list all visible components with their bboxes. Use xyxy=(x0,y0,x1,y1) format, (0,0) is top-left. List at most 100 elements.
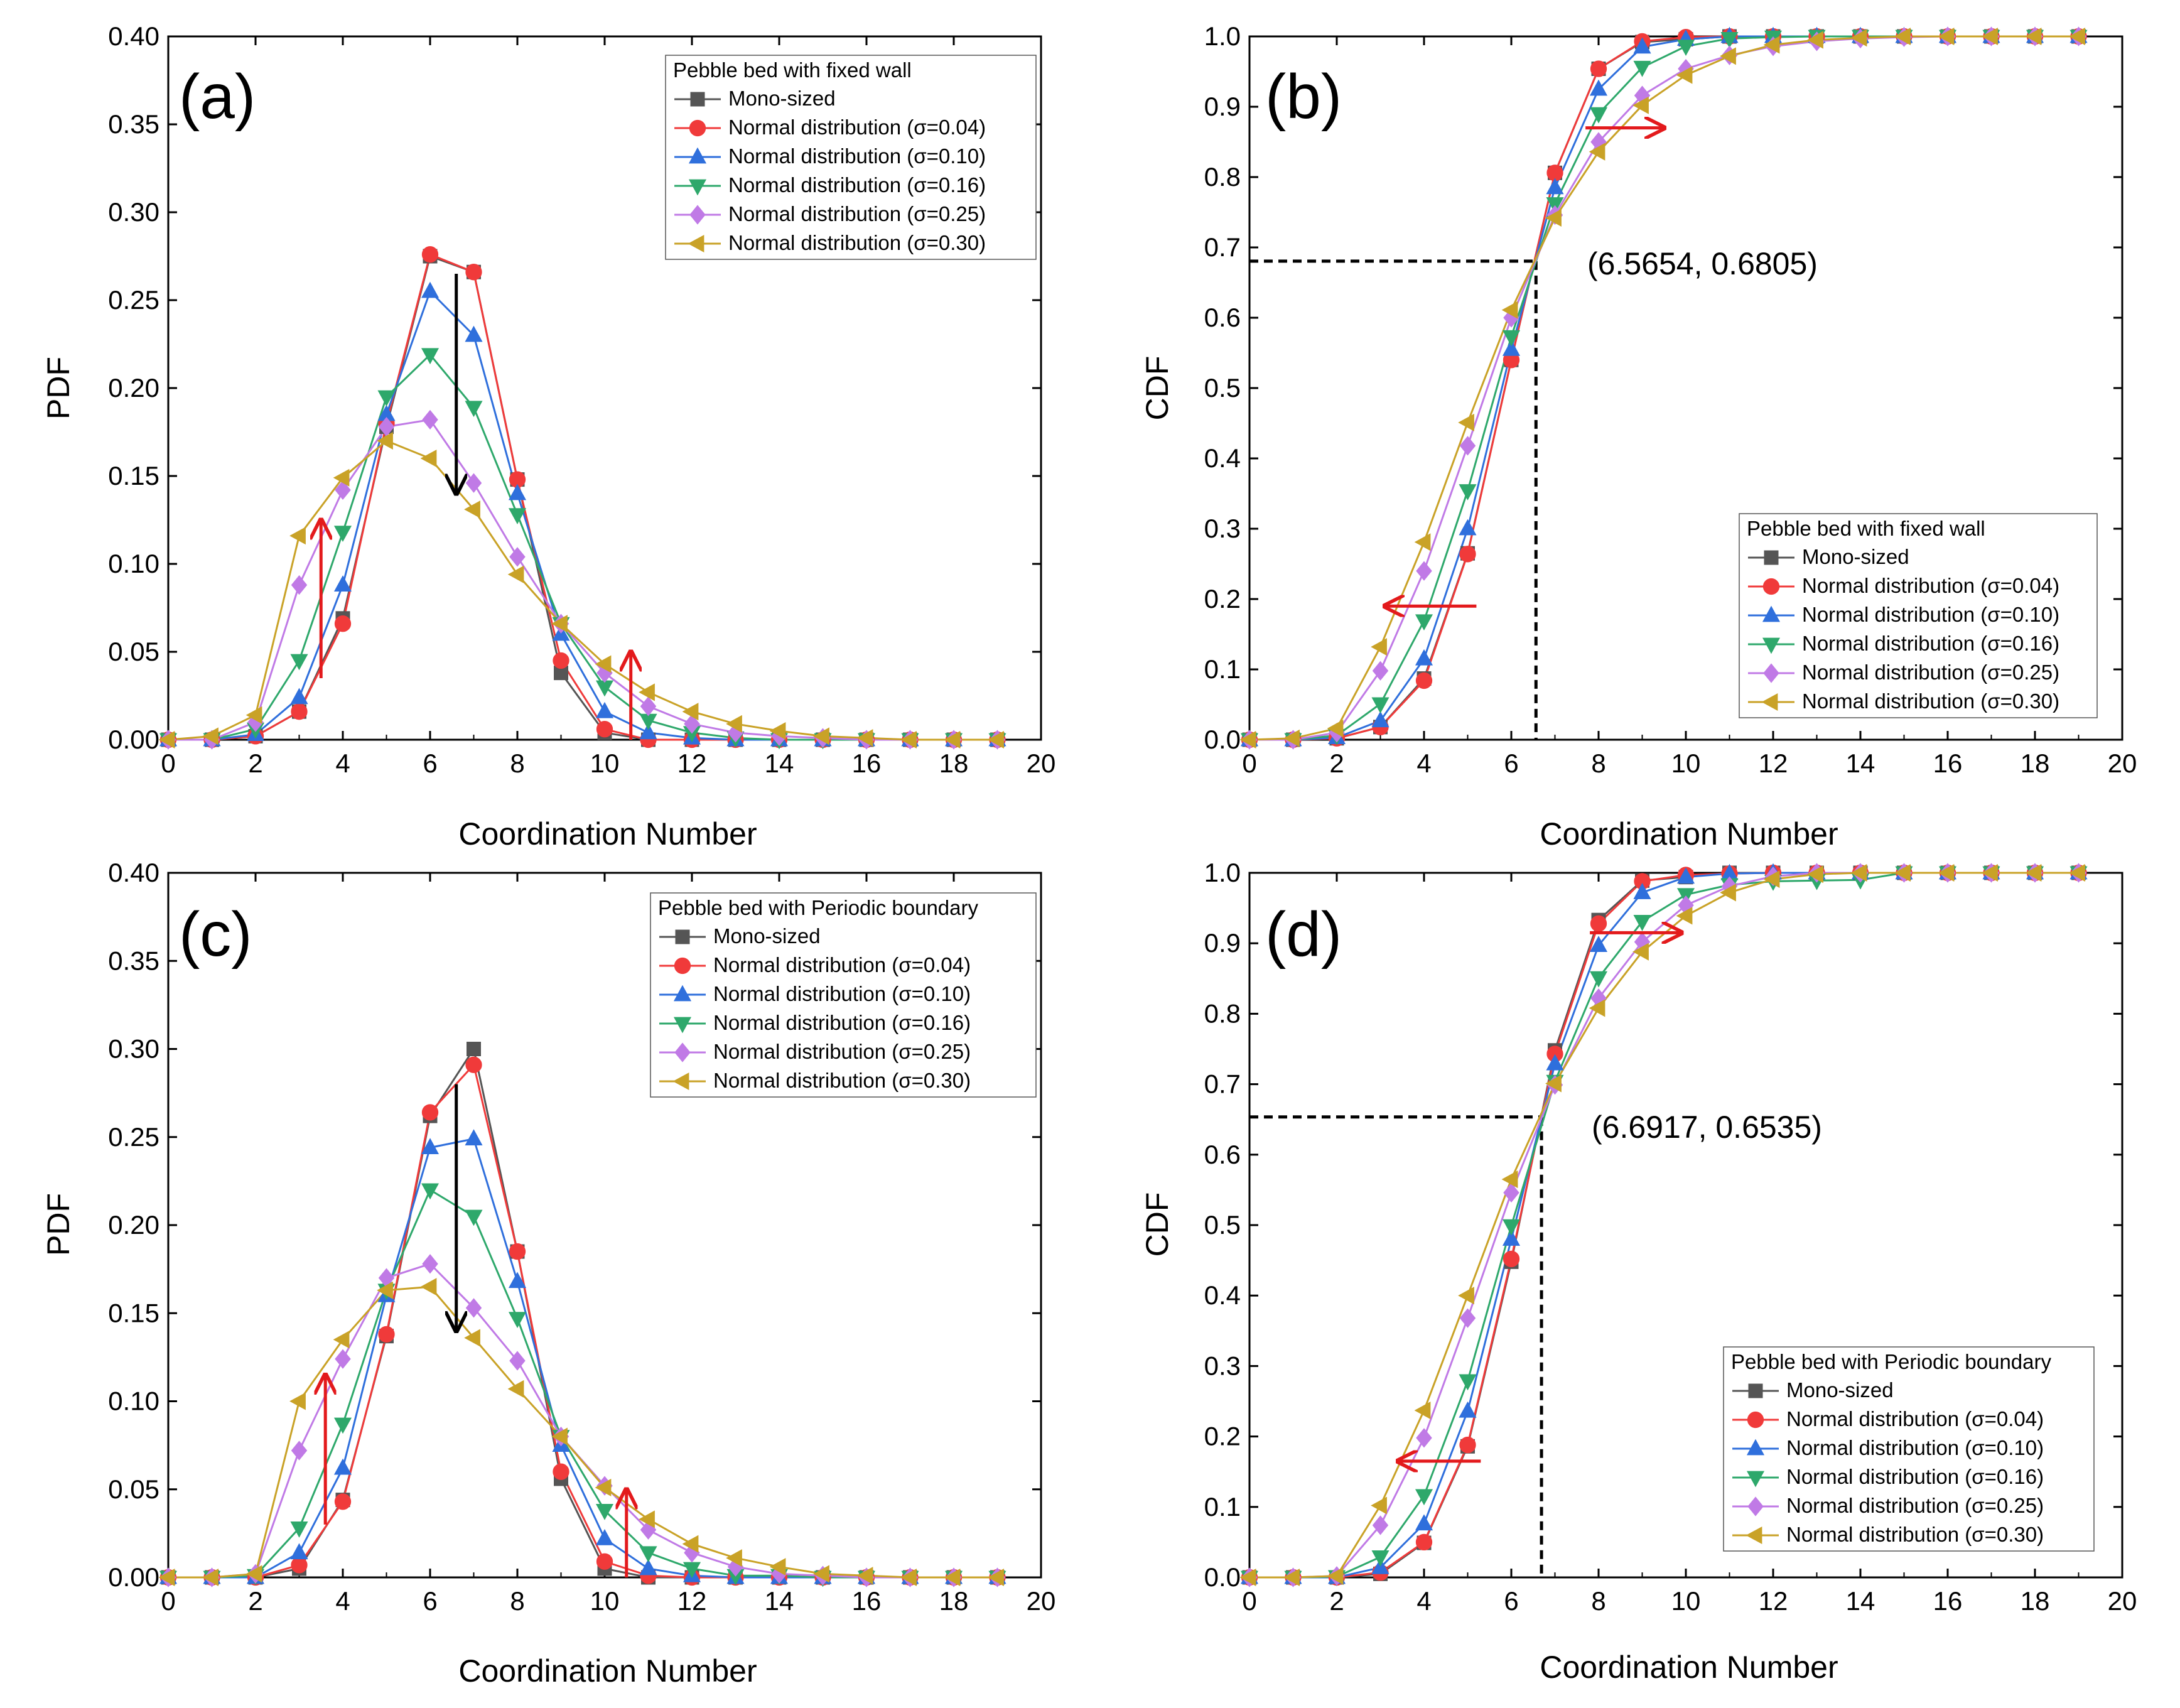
data-point xyxy=(158,730,175,749)
data-point xyxy=(1239,730,1256,749)
data-point xyxy=(1720,884,1736,902)
legend-swatch-marker xyxy=(689,119,706,137)
series-lines xyxy=(1239,26,2088,750)
legend-entries: Mono-sized Normal distribution (σ=0.04) No… xyxy=(1732,1378,2044,1546)
x-tick-label: 0 xyxy=(161,749,175,778)
data-point xyxy=(1676,66,1693,84)
data-point xyxy=(1589,107,1608,124)
x-tick-label: 4 xyxy=(1416,749,1431,778)
legend-label: Normal distribution (σ=0.10) xyxy=(1786,1436,2044,1459)
data-point xyxy=(1501,301,1518,319)
legend-box xyxy=(1739,513,2098,718)
data-point xyxy=(1371,711,1389,728)
data-point xyxy=(1589,79,1608,96)
x-tick-label: 0 xyxy=(1242,1586,1256,1616)
y-tick-label: 0.25 xyxy=(108,1122,159,1152)
y-axis-title: PDF xyxy=(41,357,76,419)
legend: Pebble bed with Periodic boundary Mono-s… xyxy=(1723,1346,2095,1552)
legend-box xyxy=(650,892,1037,1098)
x-tick-label: 20 xyxy=(2108,1586,2137,1616)
crosshair-lines xyxy=(1249,259,1538,740)
x-tick-label: 18 xyxy=(2021,1586,2050,1616)
data-point xyxy=(1371,1550,1389,1567)
data-point xyxy=(1502,340,1521,356)
data-point xyxy=(1763,870,1780,889)
data-point xyxy=(1371,697,1389,714)
data-point xyxy=(378,1326,395,1343)
x-tick-label: 4 xyxy=(1416,1586,1431,1616)
y-tick-label: 0.20 xyxy=(108,1210,159,1240)
x-axis-title: Coordination Number xyxy=(1540,816,1838,851)
data-point xyxy=(1415,1489,1433,1506)
data-point xyxy=(1459,1401,1477,1418)
data-point xyxy=(595,1528,614,1545)
y-tick-label: 0.6 xyxy=(1204,303,1241,332)
data-point xyxy=(595,655,612,673)
data-point xyxy=(421,1183,440,1200)
panel-label: (b) xyxy=(1265,62,1342,132)
data-point xyxy=(2025,863,2042,882)
legend-label: Normal distribution (σ=0.10) xyxy=(713,982,971,1005)
x-tick-label: 8 xyxy=(1591,749,1605,778)
data-point xyxy=(1720,31,1739,48)
series-line xyxy=(168,1188,998,1579)
legend-swatch-marker xyxy=(688,147,707,164)
x-tick-label: 14 xyxy=(1846,1586,1875,1616)
y-tick-label: 0.35 xyxy=(108,109,159,139)
x-tick-label: 18 xyxy=(2021,749,2050,778)
data-point xyxy=(1589,143,1605,161)
data-point xyxy=(333,1458,352,1475)
x-tick-label: 18 xyxy=(939,749,969,778)
axis-ticks: 0 2 4 6 8 10 12 14 16 18 20 0.0 0.1 0.2 0.3 0.4 0.5 0.6 0.… xyxy=(1204,21,2137,778)
x-tick-label: 14 xyxy=(1846,749,1875,778)
data-point xyxy=(988,730,1004,749)
x-tick-label: 10 xyxy=(590,1586,620,1616)
data-point xyxy=(420,449,437,468)
x-axis-title: Coordination Number xyxy=(1540,1650,1838,1685)
x-tick-label: 6 xyxy=(1504,749,1518,778)
data-point xyxy=(1894,27,1911,46)
data-point xyxy=(289,527,306,545)
data-point xyxy=(1894,863,1911,882)
data-point xyxy=(1327,720,1344,738)
y-tick-label: 0.1 xyxy=(1204,654,1241,684)
x-tick-label: 12 xyxy=(677,749,707,778)
data-point xyxy=(334,615,352,632)
legend-title: Pebble bed with Periodic boundary xyxy=(658,896,979,919)
data-point xyxy=(467,1042,481,1056)
data-point xyxy=(1327,1567,1344,1585)
data-point xyxy=(290,654,308,671)
data-point xyxy=(1850,863,1867,882)
axis-ticks: 0 2 4 6 8 10 12 14 16 18 20 0.00 0.05 0.10 0.15 0.20 0.2… xyxy=(108,21,1055,778)
legend-swatch-marker xyxy=(1746,1471,1765,1488)
data-point xyxy=(335,1349,351,1369)
legend-swatch-marker xyxy=(689,205,706,225)
data-point xyxy=(1415,649,1433,666)
x-tick-label: 16 xyxy=(1933,1586,1963,1616)
series-line xyxy=(168,255,998,741)
legend: Pebble bed with fixed wall Mono-sized Nor… xyxy=(665,55,1037,260)
data-point xyxy=(333,575,352,592)
data-point xyxy=(553,1463,569,1480)
data-point xyxy=(421,246,439,263)
series-line xyxy=(168,253,998,741)
data-point xyxy=(465,473,482,493)
data-point xyxy=(1502,330,1521,347)
data-point xyxy=(1982,863,1998,882)
data-point xyxy=(551,615,568,633)
x-tick-label: 12 xyxy=(1759,749,1788,778)
y-tick-label: 0.35 xyxy=(108,946,159,975)
trend-arrows xyxy=(321,274,630,740)
data-point xyxy=(813,1565,829,1583)
data-point xyxy=(2069,27,2085,46)
legend-swatch-marker xyxy=(1762,637,1781,654)
data-point xyxy=(682,1535,699,1553)
data-point xyxy=(595,701,614,718)
data-point xyxy=(377,431,393,450)
data-point xyxy=(1503,1182,1519,1203)
data-point xyxy=(202,727,219,745)
data-point xyxy=(465,264,482,281)
data-point xyxy=(595,1504,614,1520)
y-tick-label: 0.4 xyxy=(1204,1280,1241,1310)
legend-swatch-marker xyxy=(673,985,692,1002)
